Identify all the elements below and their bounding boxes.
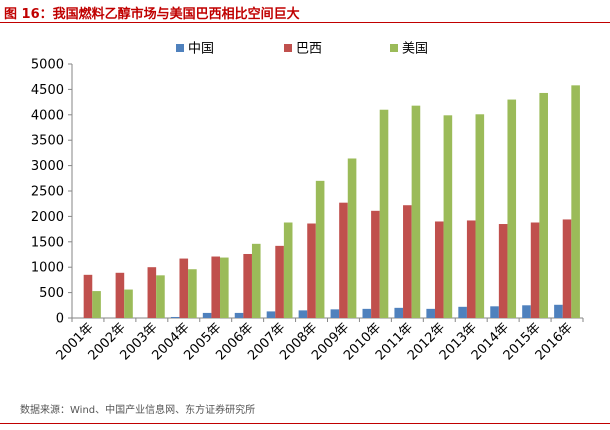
y-tick-label: 1500 [31,235,64,250]
bar-1-7 [307,223,316,318]
bar-1-0 [83,274,93,318]
legend-label-0: 中国 [188,42,214,57]
bar-0-15 [554,304,563,318]
bar-1-9 [371,210,380,318]
bar-1-15 [562,219,572,318]
bar-0-14 [522,305,531,318]
y-tick-label: 5000 [31,58,64,73]
bar-1-1 [115,272,125,318]
bar-2-15 [571,85,580,318]
bar-0-10 [394,307,404,318]
bar-2-13 [507,99,517,318]
bar-0-4 [202,312,212,318]
bar-1-4 [211,256,221,318]
bar-2-14 [539,92,548,319]
bar-0-5 [234,312,244,318]
legend-swatch-2 [390,44,398,52]
bar-2-2 [156,275,165,318]
bar-0-6 [266,311,276,318]
bar-2-4 [220,257,229,318]
bar-0-11 [426,308,435,318]
bar-1-8 [339,202,348,318]
legend-label-2: 美国 [402,42,428,57]
y-tick-label: 4000 [31,108,64,123]
bar-2-1 [124,289,133,318]
bar-2-11 [443,115,453,318]
legend-swatch-0 [176,44,184,52]
bar-0-3 [170,316,180,318]
bar-2-12 [475,114,485,318]
bar-2-0 [92,291,101,318]
bottom-divider [0,423,610,424]
bar-0-9 [362,308,372,318]
bar-2-5 [251,243,261,318]
y-tick-label: 0 [56,312,64,327]
bar-0-12 [458,306,467,318]
source-note: 数据来源：Wind、中国产业信息网、东方证券研究所 [20,405,256,416]
bar-2-9 [379,109,389,318]
bar-0-7 [298,310,308,318]
y-tick-label: 4500 [31,83,64,98]
legend-label-1: 巴西 [296,42,322,57]
y-tick-label: 1000 [31,261,64,276]
bar-1-12 [466,220,476,318]
title-divider [0,22,610,23]
bar-1-11 [434,221,444,318]
bar-1-5 [243,253,252,318]
bar-2-8 [347,158,357,318]
y-tick-label: 2000 [31,210,64,225]
y-tick-label: 3500 [31,134,64,149]
y-tick-label: 3000 [31,159,64,174]
bar-1-13 [498,224,508,318]
bar-1-10 [403,205,412,318]
legend-swatch-1 [284,44,292,52]
figure-title: 图 16：我国燃料乙醇市场与美国巴西相比空间巨大 [4,7,300,22]
bar-0-8 [330,309,340,318]
bar-2-7 [315,180,325,318]
bar-1-14 [530,222,540,318]
bar-1-3 [179,258,189,318]
bar-2-3 [188,269,197,318]
bar-1-2 [147,267,157,318]
y-tick-label: 2500 [31,185,64,200]
bar-2-6 [283,222,293,318]
bar-2-10 [411,105,421,318]
y-tick-label: 500 [39,286,64,301]
bar-0-13 [490,306,499,318]
bar-1-6 [275,245,284,318]
